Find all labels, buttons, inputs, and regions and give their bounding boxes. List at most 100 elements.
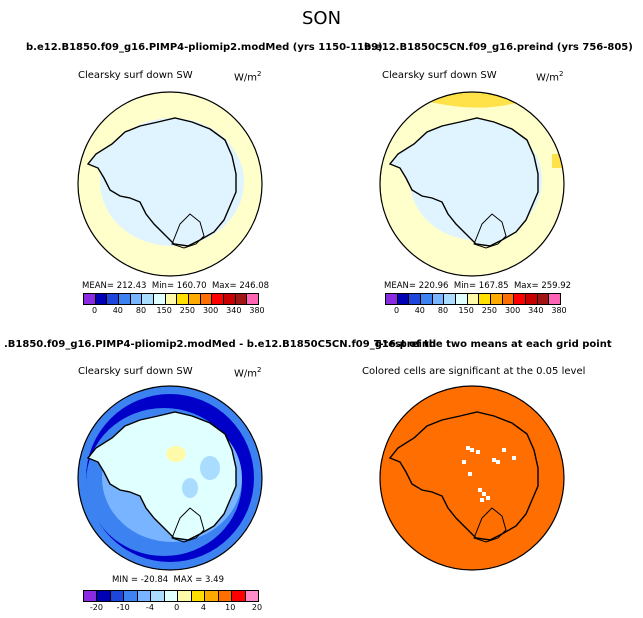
panel3-variable: Clearsky surf down SW [78, 366, 193, 377]
colorbar-swatch [164, 591, 179, 601]
colorbar-swatch [479, 294, 492, 304]
colorbar-swatch [191, 591, 206, 601]
panel1-colorbar [83, 293, 259, 305]
panel3-stats: MIN = -20.84 MAX = 3.49 [112, 575, 224, 585]
colorbar-swatch [84, 591, 98, 601]
insignificant-cell [478, 488, 482, 492]
colorbar-swatch [409, 294, 422, 304]
colorbar-swatch [130, 294, 143, 304]
panel4-variable: Colored cells are significant at the 0.0… [362, 366, 586, 377]
colorbar-swatch [235, 294, 248, 304]
map-border [77, 385, 263, 571]
insignificant-cell [470, 448, 474, 452]
colorbar-swatch [386, 294, 398, 304]
ice-shelf-outline [171, 213, 205, 249]
colorbar-swatch [421, 294, 433, 304]
colorbar-tick-label: 4 [200, 603, 206, 612]
ice-shelf-outline [473, 213, 507, 249]
colorbar-swatch [189, 294, 201, 304]
map-border [77, 91, 263, 277]
colorbar-swatch [200, 294, 213, 304]
panel3-title: .B1850.f09_g16.PIMP4-pliomip2.modMed - b… [4, 339, 437, 350]
colorbar-swatch [142, 294, 155, 304]
insignificant-cell [462, 460, 466, 464]
colorbar-tick-label: 0 [174, 603, 180, 612]
colorbar-tick-label: 80 [135, 306, 147, 315]
panel1-stats: MEAN= 212.43 Min= 160.70 Max= 246.08 [82, 281, 270, 291]
map-fill [78, 386, 262, 570]
panel2-title: b.e12.B1850C5CN.f09_g16.preind (yrs 756-… [364, 42, 633, 53]
colorbar-swatch [444, 294, 457, 304]
colorbar-tick-label: 150 [458, 306, 474, 315]
colorbar-tick-label: 150 [156, 306, 172, 315]
colorbar-swatch [467, 294, 480, 304]
colorbar-swatch [110, 591, 125, 601]
insignificant-cell [482, 492, 486, 496]
colorbar-swatch [212, 294, 225, 304]
panel4-title: T-test of the two means at each grid poi… [374, 339, 612, 350]
insignificant-cell [492, 458, 496, 462]
colorbar-swatch [432, 294, 445, 304]
colorbar-tick-label: 40 [112, 306, 123, 315]
panel1-colorbar-ticks: 0 40 80 150 250 300 340 380 [83, 306, 265, 318]
colorbar-swatch [456, 294, 468, 304]
insignificant-cell [502, 448, 506, 452]
colorbar-swatch [247, 294, 259, 304]
panel1-variable: Clearsky surf down SW [78, 70, 193, 81]
colorbar-tick-label: 0 [92, 306, 98, 315]
panel2-units: W/m2 [536, 70, 564, 84]
panel2-colorbar [385, 293, 561, 305]
panel1-units: W/m2 [234, 70, 262, 84]
insignificant-cell [468, 472, 472, 476]
colorbar-swatch [205, 591, 219, 601]
colorbar-tick-label: 380 [551, 306, 567, 315]
colorbar-swatch [177, 294, 190, 304]
colorbar-swatch [124, 591, 138, 601]
colorbar-swatch [549, 294, 561, 304]
colorbar-swatch [97, 591, 111, 601]
insignificant-cell [476, 450, 480, 454]
colorbar-swatch [397, 294, 410, 304]
insignificant-cell [496, 460, 500, 464]
colorbar-swatch [526, 294, 538, 304]
colorbar-swatch [154, 294, 166, 304]
colorbar-tick-label: 340 [528, 306, 544, 315]
colorbar-swatch [232, 591, 246, 601]
map-border [379, 91, 565, 277]
colorbar-swatch [224, 294, 236, 304]
colorbar-swatch [165, 294, 178, 304]
colorbar-swatch [218, 591, 233, 601]
colorbar-tick-label: -10 [116, 603, 130, 612]
colorbar-swatch [245, 591, 259, 601]
insignificant-cell [486, 496, 490, 500]
colorbar-tick-label: 20 [251, 603, 263, 612]
colorbar-swatch [137, 591, 152, 601]
colorbar-tick-label: 300 [504, 306, 521, 315]
colorbar-tick-label: 10 [225, 603, 236, 612]
colorbar-tick-label: 40 [414, 306, 425, 315]
colorbar-tick-label: -4 [145, 603, 154, 612]
panel3-units: W/m2 [234, 366, 262, 380]
panel1-title: b.e12.B1850.f09_g16.PIMP4-pliomip2.modMe… [26, 42, 383, 53]
colorbar-tick-label: 80 [437, 306, 449, 315]
panel3-colorbar-ticks: -20 -10 -4 0 4 10 20 [83, 603, 262, 615]
colorbar-swatch [491, 294, 503, 304]
insignificant-cell [480, 498, 484, 502]
panel3-colorbar [83, 590, 259, 602]
ice-shelf-outline [171, 507, 205, 543]
insignificant-cell [512, 456, 516, 460]
colorbar-swatch [514, 294, 527, 304]
colorbar-tick-label: 340 [226, 306, 242, 315]
colorbar-tick-label: 250 [481, 306, 498, 315]
colorbar-tick-label: -20 [89, 603, 103, 612]
colorbar-swatch [119, 294, 131, 304]
colorbar-swatch [84, 294, 96, 304]
colorbar-tick-label: 380 [249, 306, 265, 315]
panel2-variable: Clearsky surf down SW [382, 70, 497, 81]
colorbar-swatch [107, 294, 120, 304]
colorbar-swatch [178, 591, 192, 601]
colorbar-tick-label: 300 [202, 306, 219, 315]
